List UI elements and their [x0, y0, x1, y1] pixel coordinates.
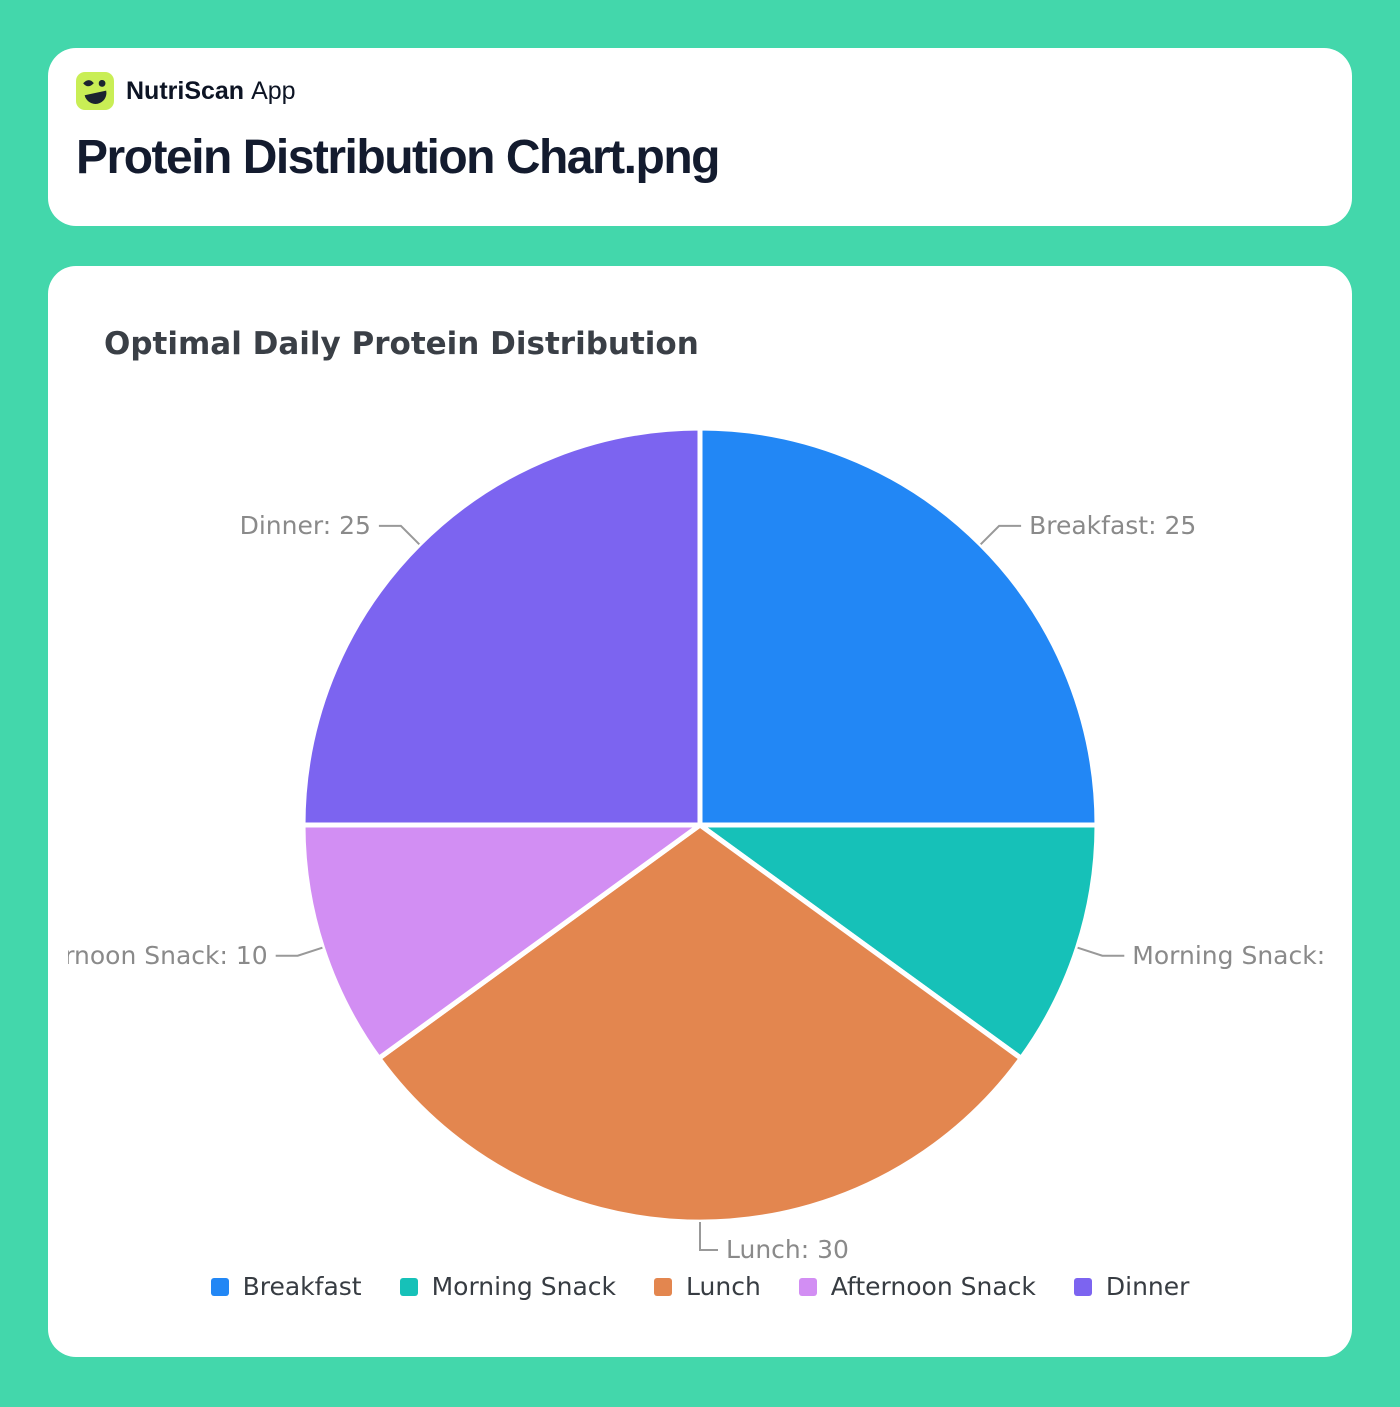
- brand-name: NutriScan App: [126, 77, 296, 106]
- legend-label-afternoon-snack: Afternoon Snack: [830, 1272, 1036, 1301]
- slice-label-breakfast: Breakfast: 25: [1029, 510, 1197, 540]
- legend-swatch-afternoon-snack: [798, 1277, 817, 1296]
- legend-item-afternoon-snack: Afternoon Snack: [798, 1272, 1036, 1301]
- label-line-dinner: [378, 524, 421, 546]
- legend-swatch-dinner: [1073, 1277, 1092, 1296]
- legend-label-lunch: Lunch: [686, 1272, 761, 1301]
- chart-canvas: Optimal Daily Protein Distribution Break…: [68, 286, 1332, 1337]
- legend-item-lunch: Lunch: [654, 1272, 761, 1301]
- pie-slice-morning-snack: [697, 822, 1100, 1061]
- legend-item-morning-snack: Morning Snack: [399, 1272, 617, 1301]
- slice-label-afternoon-snack: Afternoon Snack: 10: [68, 940, 268, 970]
- legend-swatch-breakfast: [210, 1277, 229, 1296]
- pie-slice-afternoon-snack: [300, 822, 703, 1061]
- chart-card: Optimal Daily Protein Distribution Break…: [48, 266, 1352, 1357]
- nutriscan-logo-icon: [76, 72, 114, 110]
- label-line-morning-snack: [1077, 946, 1125, 957]
- chart-legend: Breakfast Morning Snack Lunch Afternoon Sna…: [68, 1272, 1332, 1301]
- label-line-breakfast: [979, 524, 1022, 546]
- label-line-lunch: [699, 1222, 718, 1251]
- legend-item-breakfast: Breakfast: [210, 1272, 362, 1301]
- slice-label-dinner: Dinner: 25: [239, 510, 371, 540]
- pie-slice-breakfast: [697, 425, 1100, 828]
- label-line-afternoon-snack: [275, 946, 323, 957]
- page-title: Protein Distribution Chart.png: [76, 131, 720, 184]
- brand-suffix: App: [251, 76, 296, 105]
- legend-label-morning-snack: Morning Snack: [431, 1272, 617, 1301]
- chart-title: Optimal Daily Protein Distribution: [104, 326, 699, 362]
- legend-label-breakfast: Breakfast: [242, 1272, 362, 1301]
- pie-chart-svg: [275, 425, 1125, 1251]
- brand-name-strong: NutriScan: [126, 76, 245, 105]
- legend-swatch-lunch: [654, 1277, 673, 1296]
- header-card: NutriScan App Protein Distribution Chart.…: [48, 48, 1352, 226]
- pie-slice-dinner: [300, 425, 703, 828]
- legend-label-dinner: Dinner: [1105, 1272, 1190, 1301]
- slice-label-lunch: Lunch: 30: [726, 1235, 849, 1264]
- legend-swatch-morning-snack: [399, 1277, 418, 1296]
- brand-row: NutriScan App: [76, 72, 1324, 110]
- slice-label-morning-snack: Morning Snack: 10: [1132, 940, 1332, 970]
- legend-item-dinner: Dinner: [1073, 1272, 1190, 1301]
